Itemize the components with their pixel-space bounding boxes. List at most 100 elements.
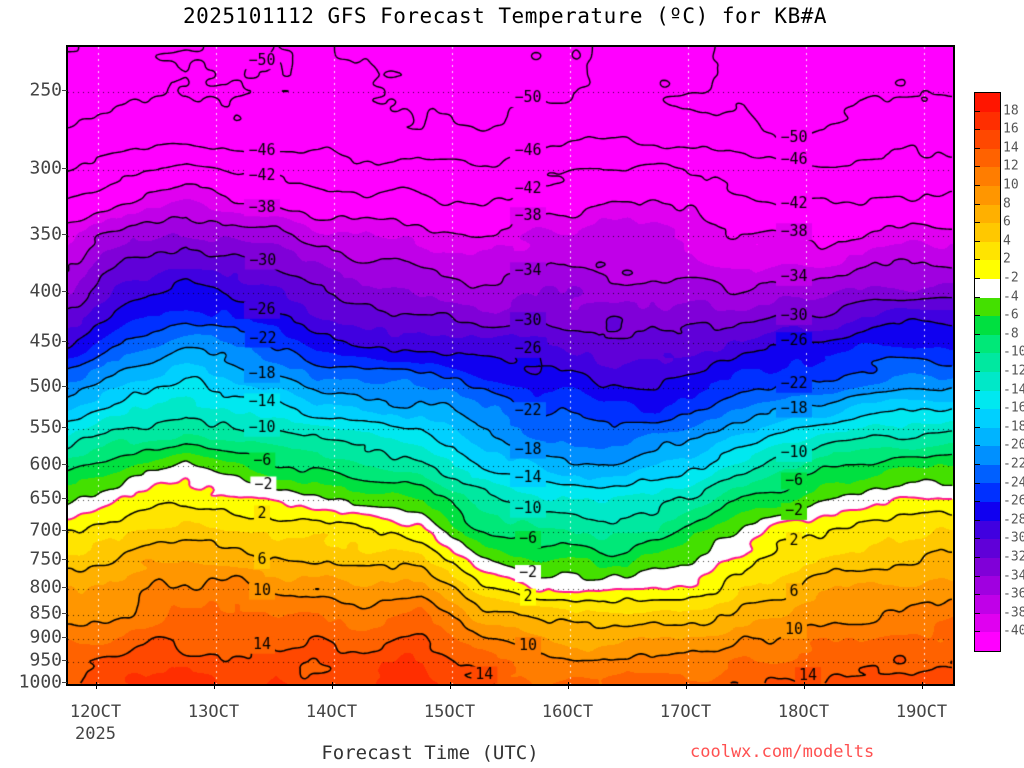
y-axis-tick (62, 586, 67, 588)
y-axis-label: 900 (29, 626, 62, 648)
colorbar-tick (974, 575, 980, 577)
x-axis-tick (685, 682, 687, 689)
colorbar-tick-label: -2 (1003, 270, 1019, 286)
colorbar-tick-label: 18 (1003, 103, 1019, 119)
colorbar-tick-label: -32 (1003, 549, 1024, 565)
y-axis: 250 300 350 400 450 500 550 600 650 700 750 800 850 9… (0, 45, 67, 693)
colorbar-tick (974, 240, 980, 242)
temperature-cross-section-canvas (68, 47, 953, 684)
colorbar-tick-label: -8 (1003, 326, 1019, 342)
x-axis-year-label: 2025 (75, 724, 116, 744)
colorbar-segment (975, 334, 1000, 354)
colorbar-tick (974, 408, 980, 410)
y-axis-tick (62, 290, 67, 292)
x-axis-tick (567, 682, 569, 689)
x-axis-label: 13OCT (187, 702, 240, 722)
colorbar-tick (974, 110, 980, 112)
y-axis-label: 700 (29, 519, 62, 541)
y-axis-label: 350 (29, 223, 62, 245)
colorbar-tick (974, 147, 980, 149)
colorbar-tick (974, 445, 980, 447)
y-axis-tick (62, 167, 67, 169)
colorbar-tick-label: 2 (1003, 251, 1011, 267)
x-axis-label: 16OCT (541, 702, 594, 722)
colorbar-tick (974, 519, 980, 521)
colorbar-segment (975, 557, 1000, 577)
y-axis-tick (62, 529, 67, 531)
y-axis-label: 550 (29, 416, 62, 438)
colorbar-segment (975, 93, 1000, 112)
x-axis-label: 17OCT (659, 702, 712, 722)
y-axis-label: 850 (29, 602, 62, 624)
colorbar-segment (975, 483, 1000, 503)
plot-area (66, 45, 955, 686)
colorbar-tick-label: 8 (1003, 196, 1011, 212)
page-title: 2025101112 GFS Forecast Temperature (ºC)… (182, 4, 827, 28)
colorbar-tick-label: 10 (1003, 177, 1019, 193)
colorbar-segment (975, 390, 1000, 410)
colorbar-tick (974, 538, 980, 540)
colorbar-tick-label: -40 (1003, 623, 1024, 639)
y-axis-tick (62, 426, 67, 428)
colorbar-tick (974, 464, 980, 465)
y-axis-tick (62, 498, 67, 500)
colorbar-tick (974, 129, 980, 131)
y-axis-tick (62, 233, 67, 235)
x-axis-tick (449, 682, 451, 689)
colorbar-segment (975, 297, 1000, 317)
colorbar-tick (974, 352, 980, 354)
colorbar-tick-label: 6 (1003, 214, 1011, 230)
colorbar-tick (974, 315, 980, 317)
x-axis-tick (921, 682, 923, 689)
colorbar-segment (975, 353, 1000, 372)
colorbar-tick (974, 259, 980, 261)
colorbar-tick (974, 203, 980, 205)
x-axis-label: 14OCT (305, 702, 358, 722)
y-axis-label: 250 (29, 79, 62, 101)
x-axis-title: Forecast Time (UTC) (321, 742, 539, 764)
y-axis-label: 650 (29, 487, 62, 509)
colorbar-tick-label: 14 (1003, 140, 1019, 156)
colorbar-tick-label: -24 (1003, 475, 1024, 491)
colorbar-segment (975, 204, 1000, 224)
y-axis-tick (62, 637, 67, 638)
x-axis-tick (331, 682, 333, 689)
y-axis-label: 950 (29, 649, 62, 671)
x-axis-tick (95, 682, 97, 689)
y-axis-tick (62, 682, 67, 683)
colorbar-tick (974, 296, 980, 298)
colorbar-tick-label: -10 (1003, 344, 1024, 360)
y-axis-tick (62, 612, 67, 614)
y-axis-label: 500 (29, 375, 62, 397)
y-axis-label: 600 (29, 453, 62, 475)
colorbar-segment (975, 464, 1000, 484)
colorbar-tick-label: -30 (1003, 530, 1024, 546)
colorbar-segment (975, 148, 1000, 168)
colorbar-segment (975, 185, 1000, 205)
colorbar-segment (975, 613, 1000, 633)
colorbar-tick-label: 16 (1003, 121, 1019, 137)
colorbar-tick (974, 371, 980, 372)
colorbar-tick-label: -4 (1003, 289, 1019, 305)
y-axis-tick (62, 660, 67, 662)
colorbar-tick-label: -34 (1003, 568, 1024, 584)
colorbar-tick (974, 333, 980, 335)
colorbar-segment (975, 595, 1000, 614)
colorbar-tick (974, 594, 980, 596)
colorbar-tick-label: -16 (1003, 400, 1024, 416)
x-axis-label: 18OCT (777, 702, 830, 722)
colorbar-segment (975, 278, 1000, 298)
x-axis-tick (213, 682, 215, 689)
credit-link: coolwx.com/modelts (690, 742, 875, 762)
x-axis-label: 19OCT (895, 702, 948, 722)
y-axis-label: 750 (29, 548, 62, 570)
colorbar-segment (975, 223, 1000, 242)
colorbar-segment (975, 316, 1000, 335)
colorbar-segment (975, 427, 1000, 447)
colorbar-tick (974, 426, 980, 428)
colorbar-tick (974, 501, 980, 503)
colorbar-tick-label: -18 (1003, 419, 1024, 435)
colorbar-segment (975, 632, 1000, 651)
x-axis-label: 12OCT (69, 702, 122, 722)
colorbar-tick-label: -20 (1003, 437, 1024, 453)
